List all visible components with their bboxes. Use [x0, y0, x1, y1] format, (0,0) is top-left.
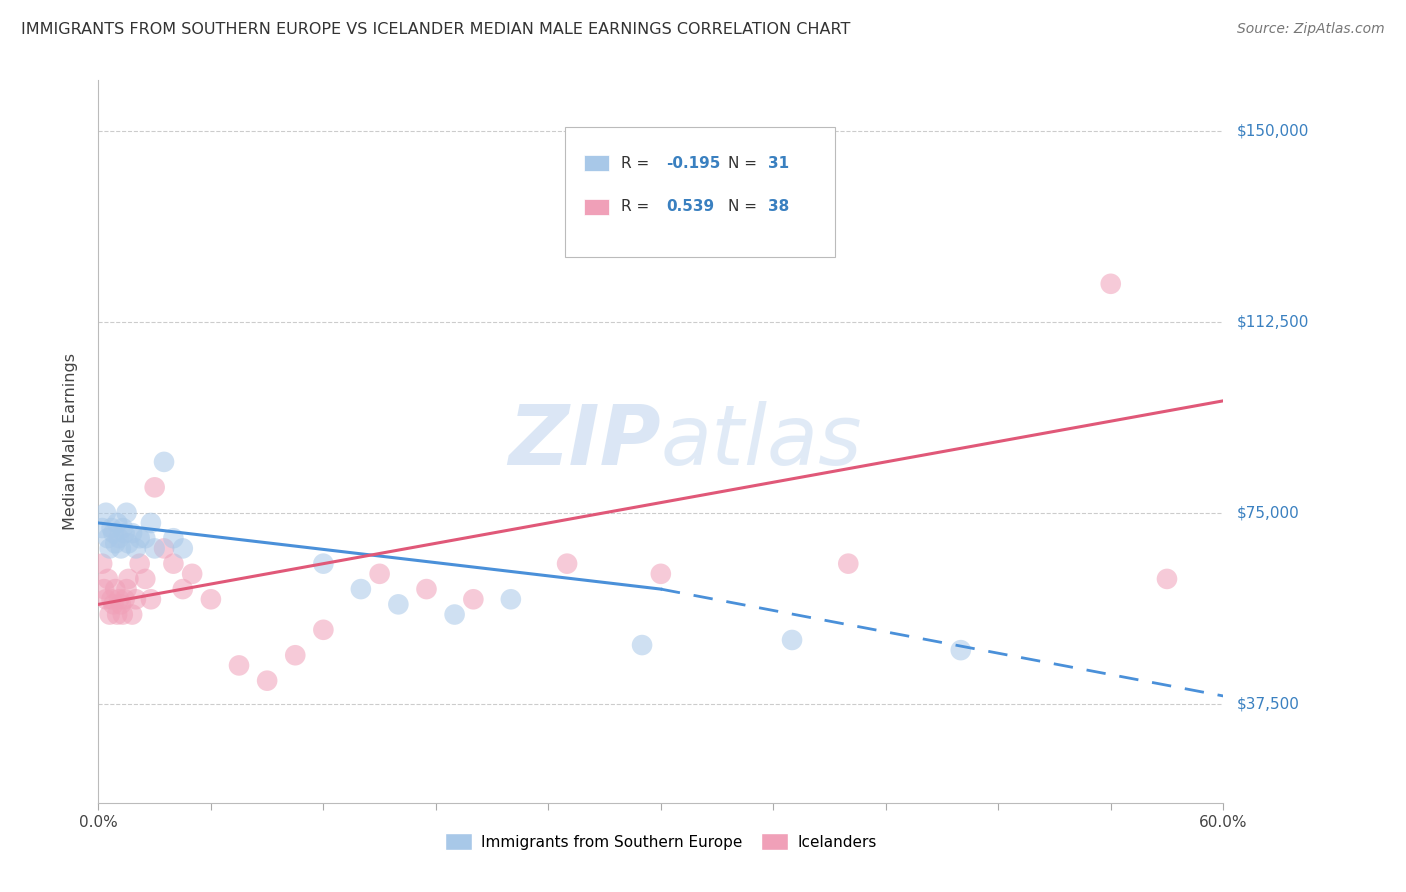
Text: 38: 38	[768, 199, 789, 214]
Point	[114, 592, 136, 607]
Point	[111, 521, 134, 535]
Text: $37,500: $37,500	[1237, 696, 1301, 711]
Point	[110, 541, 132, 556]
Point	[103, 598, 125, 612]
Text: -0.195: -0.195	[666, 156, 721, 171]
Text: $150,000: $150,000	[1237, 124, 1309, 138]
Text: 0.539: 0.539	[666, 199, 714, 214]
Point	[108, 531, 131, 545]
Point	[463, 592, 485, 607]
Point	[134, 531, 156, 545]
Point	[387, 598, 409, 612]
Point	[312, 623, 335, 637]
Point	[139, 592, 162, 607]
Point	[91, 521, 114, 535]
Point	[128, 557, 150, 571]
Point	[91, 557, 114, 571]
Point	[125, 592, 148, 607]
Text: ZIP: ZIP	[508, 401, 661, 482]
Point	[1156, 572, 1178, 586]
Point	[94, 506, 117, 520]
Point	[104, 536, 127, 550]
Text: R =: R =	[621, 199, 655, 214]
Point	[181, 566, 204, 581]
Text: $75,000: $75,000	[1237, 505, 1301, 520]
Text: 31: 31	[768, 156, 789, 171]
Point	[111, 607, 134, 622]
Point	[200, 592, 222, 607]
Legend: Immigrants from Southern Europe, Icelanders: Immigrants from Southern Europe, Iceland…	[439, 827, 883, 856]
Point	[121, 607, 143, 622]
Point	[100, 521, 122, 535]
Point	[631, 638, 654, 652]
FancyBboxPatch shape	[585, 155, 609, 171]
Point	[153, 541, 176, 556]
Point	[97, 572, 120, 586]
Text: atlas: atlas	[661, 401, 862, 482]
Point	[117, 572, 139, 586]
Text: R =: R =	[621, 156, 655, 171]
Point	[98, 607, 121, 622]
Point	[121, 526, 143, 541]
Point	[143, 541, 166, 556]
Point	[139, 516, 162, 530]
Point	[499, 592, 522, 607]
Text: $112,500: $112,500	[1237, 315, 1309, 329]
Point	[103, 526, 125, 541]
Point	[780, 632, 803, 647]
Point	[104, 582, 127, 596]
Point	[134, 572, 156, 586]
Point	[312, 557, 335, 571]
Point	[650, 566, 672, 581]
Point	[100, 592, 122, 607]
Point	[125, 541, 148, 556]
Point	[172, 582, 194, 596]
Point	[105, 607, 128, 622]
Text: N =: N =	[728, 156, 762, 171]
Point	[143, 480, 166, 494]
Text: N =: N =	[728, 199, 762, 214]
Point	[350, 582, 373, 596]
Point	[284, 648, 307, 663]
Point	[162, 557, 184, 571]
Point	[98, 541, 121, 556]
Point	[443, 607, 465, 622]
Point	[93, 582, 115, 596]
Point	[162, 531, 184, 545]
Y-axis label: Median Male Earnings: Median Male Earnings	[63, 353, 77, 530]
Point	[228, 658, 250, 673]
FancyBboxPatch shape	[565, 128, 835, 257]
Point	[128, 531, 150, 545]
FancyBboxPatch shape	[585, 199, 609, 215]
Point	[117, 536, 139, 550]
Point	[94, 592, 117, 607]
Point	[110, 598, 132, 612]
Point	[949, 643, 972, 657]
Point	[1099, 277, 1122, 291]
Point	[172, 541, 194, 556]
Point	[97, 531, 120, 545]
Point	[415, 582, 437, 596]
Point	[368, 566, 391, 581]
Point	[114, 526, 136, 541]
Point	[115, 582, 138, 596]
Text: Source: ZipAtlas.com: Source: ZipAtlas.com	[1237, 22, 1385, 37]
Text: IMMIGRANTS FROM SOUTHERN EUROPE VS ICELANDER MEDIAN MALE EARNINGS CORRELATION CH: IMMIGRANTS FROM SOUTHERN EUROPE VS ICELA…	[21, 22, 851, 37]
Point	[105, 516, 128, 530]
Point	[555, 557, 578, 571]
Point	[837, 557, 859, 571]
Point	[115, 506, 138, 520]
Point	[153, 455, 176, 469]
Point	[256, 673, 278, 688]
Point	[108, 592, 131, 607]
